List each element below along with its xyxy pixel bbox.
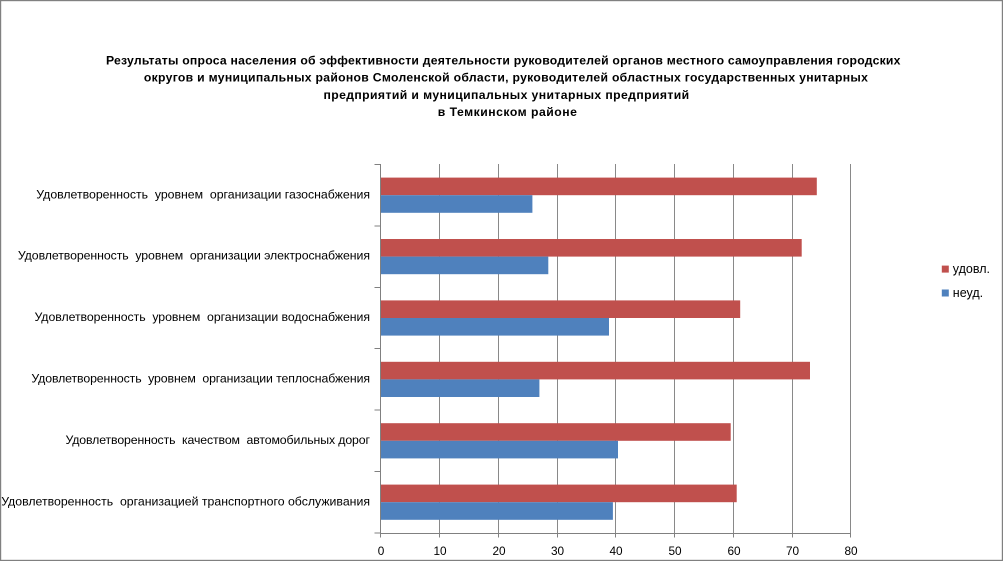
svg-text:Удовлетворенность уровнем ор: Удовлетворенность уровнем организации эл… [18,249,370,263]
svg-text:10: 10 [433,544,447,558]
svg-text:предприятий и муниципальных ун: предприятий и муниципальных унитарных пр… [323,88,689,102]
svg-text:Удовлетворенность уровнем ор: Удовлетворенность уровнем организации га… [36,187,370,201]
svg-text:Результаты опроса населения об: Результаты опроса населения об эффективн… [106,53,901,67]
svg-text:Удовлетворенность уровнем ор: Удовлетворенность уровнем организации те… [31,372,370,386]
svg-text:80: 80 [844,544,858,558]
svg-text:0: 0 [378,544,385,558]
svg-text:неуд.: неуд. [953,286,983,300]
svg-text:в Темкинском районе: в Темкинском районе [438,105,577,119]
svg-text:Удовлетворенность организацие: Удовлетворенность организацией транспорт… [1,494,370,508]
svg-text:округов и муниципальных районо: округов и муниципальных районов Смоленск… [144,71,868,85]
svg-text:30: 30 [551,544,565,558]
svg-text:40: 40 [609,544,623,558]
svg-text:удовл.: удовл. [953,262,990,276]
svg-text:20: 20 [492,544,506,558]
svg-text:60: 60 [727,544,741,558]
svg-text:70: 70 [786,544,800,558]
svg-text:50: 50 [668,544,682,558]
svg-text:Удовлетворенность качеством: Удовлетворенность качеством автомобильны… [66,433,371,447]
svg-text:Удовлетворенность уровнем ор: Удовлетворенность уровнем организации во… [35,310,371,324]
